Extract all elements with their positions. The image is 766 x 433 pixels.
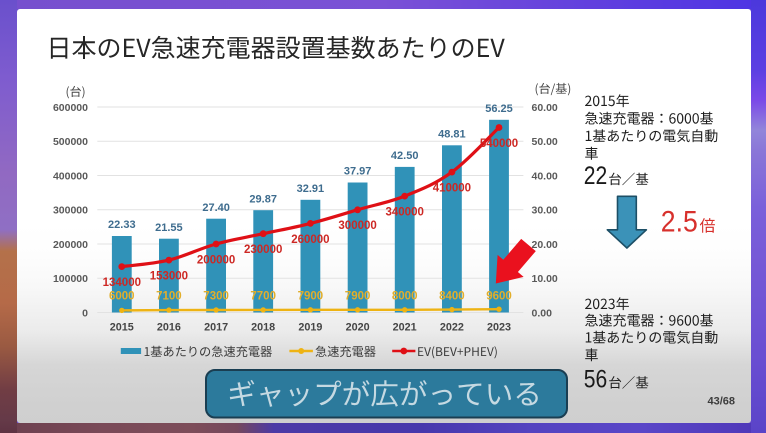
svg-text:30.00: 30.00: [532, 205, 558, 217]
svg-text:2.5: 2.5: [661, 205, 698, 238]
svg-text:37.97: 37.97: [344, 166, 372, 178]
svg-text:7900: 7900: [298, 291, 324, 303]
svg-text:20.00: 20.00: [532, 239, 558, 251]
svg-text:200000: 200000: [197, 254, 235, 266]
svg-text:540000: 540000: [480, 138, 518, 150]
svg-text:2020: 2020: [346, 322, 370, 334]
svg-text:2016: 2016: [157, 322, 181, 334]
svg-text:8400: 8400: [439, 291, 465, 303]
svg-text:9600: 9600: [486, 291, 512, 303]
svg-text:22.33: 22.33: [108, 219, 136, 231]
svg-text:2022: 2022: [440, 322, 464, 334]
svg-text:0: 0: [82, 307, 88, 319]
svg-text:8000: 8000: [392, 291, 418, 303]
svg-text:134000: 134000: [103, 277, 141, 289]
svg-text:7300: 7300: [203, 291, 229, 303]
svg-text:2021: 2021: [393, 322, 417, 334]
svg-text:40.00: 40.00: [532, 170, 558, 182]
svg-text:340000: 340000: [386, 206, 424, 218]
svg-text:7700: 7700: [250, 291, 276, 303]
svg-text:200000: 200000: [53, 239, 88, 251]
svg-text:60.00: 60.00: [532, 102, 558, 114]
svg-text:56: 56: [584, 366, 608, 394]
svg-text:230000: 230000: [244, 244, 282, 256]
svg-text:6000: 6000: [109, 291, 135, 303]
svg-text:400000: 400000: [53, 170, 88, 182]
svg-text:7100: 7100: [156, 291, 182, 303]
svg-text:260000: 260000: [291, 234, 329, 246]
svg-text:300000: 300000: [338, 220, 376, 232]
svg-text:300000: 300000: [53, 205, 88, 217]
svg-text:2015: 2015: [110, 322, 134, 334]
svg-text:2023: 2023: [487, 322, 511, 334]
svg-text:10.00: 10.00: [532, 273, 558, 285]
svg-text:32.91: 32.91: [297, 183, 325, 195]
svg-text:7900: 7900: [345, 291, 371, 303]
svg-text:56.25: 56.25: [485, 103, 513, 115]
svg-text:2019: 2019: [298, 322, 322, 334]
svg-text:500000: 500000: [53, 136, 88, 148]
svg-text:29.87: 29.87: [249, 193, 277, 205]
svg-text:50.00: 50.00: [532, 136, 558, 148]
svg-text:43/68: 43/68: [708, 396, 736, 408]
svg-text:42.50: 42.50: [391, 150, 419, 162]
svg-text:2017: 2017: [204, 322, 228, 334]
svg-text:600000: 600000: [53, 102, 88, 114]
svg-text:410000: 410000: [433, 182, 471, 194]
svg-text:2018: 2018: [251, 322, 275, 334]
svg-text:22: 22: [584, 162, 608, 190]
svg-text:27.40: 27.40: [202, 202, 230, 214]
svg-text:100000: 100000: [53, 273, 88, 285]
svg-text:48.81: 48.81: [438, 129, 466, 141]
svg-text:21.55: 21.55: [155, 222, 183, 234]
svg-text:153000: 153000: [150, 270, 188, 282]
svg-text:0.00: 0.00: [532, 307, 553, 319]
